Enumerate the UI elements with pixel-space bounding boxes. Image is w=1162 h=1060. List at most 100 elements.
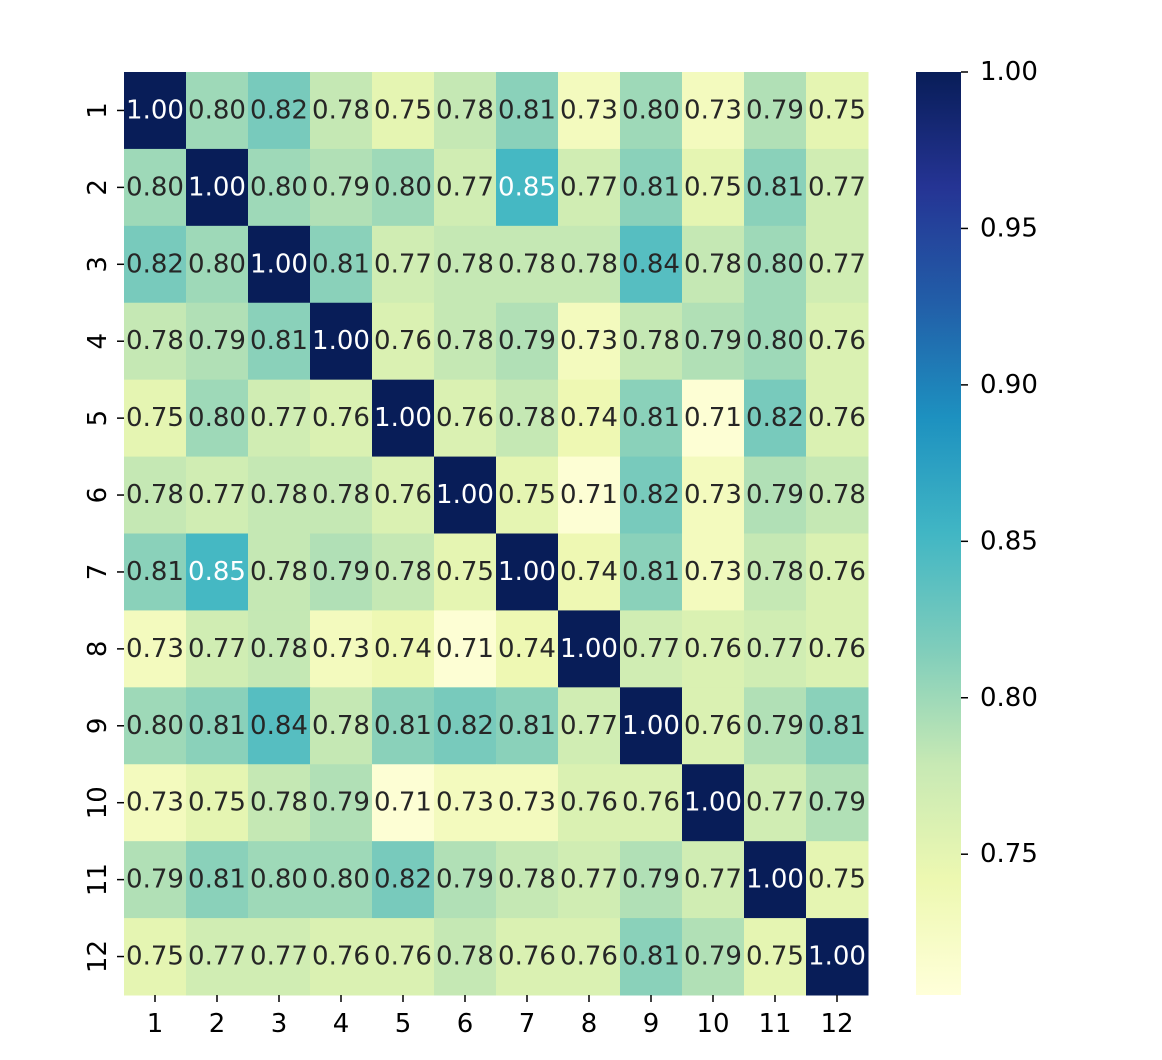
cell-value-label: 0.80	[126, 711, 184, 741]
cell-value-label: 0.75	[746, 942, 804, 972]
heatmap-cell	[558, 533, 621, 611]
heatmap-cell	[124, 72, 187, 150]
heatmap-cell	[372, 764, 435, 842]
cell-value-label: 0.80	[188, 95, 246, 125]
cell-value-label: 1.00	[498, 557, 556, 587]
heatmap-cell	[186, 918, 249, 996]
heatmap-cell	[310, 148, 373, 227]
heatmap-cell	[806, 379, 869, 458]
heatmap-cell	[496, 302, 559, 381]
heatmap-cell	[496, 764, 559, 842]
heatmap-cell	[620, 379, 683, 458]
colorbar-tick-label: 0.85	[980, 526, 1038, 556]
y-tick-label: 4	[83, 333, 113, 350]
colorbar-ticks: 0.75 0.80 0.85 0.90 0.95 1.00	[961, 57, 1038, 869]
heatmap-cell	[186, 148, 249, 227]
heatmap-cell	[124, 148, 187, 227]
cell-value-label: 0.71	[374, 788, 432, 818]
cell-value-label: 0.74	[374, 634, 432, 664]
cell-value-label: 0.82	[746, 403, 804, 433]
cell-value-label: 0.74	[560, 403, 618, 433]
heatmap-cell	[434, 72, 497, 150]
cell-value-label: 0.78	[250, 634, 308, 664]
x-tick-label: 10	[696, 1009, 729, 1039]
cell-value-label: 0.78	[498, 865, 556, 895]
heatmap-cell	[558, 456, 621, 534]
cell-value-label: 0.81	[808, 711, 866, 741]
heatmap-cell	[620, 764, 683, 842]
heatmap-cell	[310, 764, 373, 842]
heatmap-cell	[248, 610, 311, 688]
cell-value-label: 0.78	[436, 942, 494, 972]
cell-value-label: 0.78	[808, 480, 866, 510]
colorbar-tick-label: 0.90	[980, 370, 1038, 400]
heatmap-cell	[496, 533, 559, 611]
heatmap-cell	[434, 918, 497, 996]
heatmap-cell	[682, 533, 745, 611]
cell-value-label: 0.75	[684, 172, 742, 202]
cell-value-label: 0.81	[622, 172, 680, 202]
cell-value-label: 0.77	[188, 480, 246, 510]
cell-value-label: 0.76	[808, 403, 866, 433]
cell-value-label: 0.78	[746, 557, 804, 587]
heatmap-cell	[496, 148, 559, 227]
colorbar-gradient	[916, 72, 961, 995]
cell-value-label: 0.80	[126, 172, 184, 202]
y-tick-label: 2	[83, 179, 113, 196]
heatmap-cell	[558, 687, 621, 765]
heatmap-cell	[620, 456, 683, 534]
heatmap-cell	[620, 302, 683, 381]
heatmap-cell	[620, 533, 683, 611]
cell-value-label: 0.77	[560, 711, 618, 741]
heatmap-cell	[620, 918, 683, 996]
heatmap-cell	[744, 918, 807, 996]
cell-value-label: 0.73	[312, 634, 370, 664]
cell-value-label: 0.77	[374, 249, 432, 279]
heatmap-cell	[186, 225, 249, 304]
cell-value-label: 0.79	[312, 557, 370, 587]
y-tick-label: 1	[83, 102, 113, 119]
heatmap-cell	[310, 533, 373, 611]
heatmap-cell	[124, 687, 187, 765]
cell-value-label: 0.73	[684, 557, 742, 587]
cell-value-label: 0.77	[188, 942, 246, 972]
heatmap-cell	[248, 687, 311, 765]
heatmap-cell	[744, 610, 807, 688]
heatmap-cell	[186, 841, 249, 919]
heatmap-cell	[558, 918, 621, 996]
colorbar-tick-label: 1.00	[980, 57, 1038, 87]
heatmap-cell	[806, 918, 869, 996]
heatmap-cell	[372, 687, 435, 765]
x-tick-label: 3	[271, 1009, 288, 1039]
cell-value-label: 0.80	[250, 865, 308, 895]
heatmap-cell	[558, 225, 621, 304]
cell-value-label: 1.00	[250, 249, 308, 279]
y-tick-label: 5	[83, 410, 113, 427]
cell-value-label: 0.81	[498, 95, 556, 125]
cell-value-label: 0.78	[126, 326, 184, 356]
colorbar-tick-label: 0.95	[980, 213, 1038, 243]
cell-value-label: 0.79	[746, 480, 804, 510]
heatmap-cell	[372, 456, 435, 534]
heatmap-cell	[806, 148, 869, 227]
cell-value-label: 0.77	[808, 249, 866, 279]
x-tick-label: 12	[820, 1009, 853, 1039]
heatmap-cell	[806, 225, 869, 304]
heatmap-cell	[248, 841, 311, 919]
heatmap-cell	[682, 225, 745, 304]
heatmap-cell	[744, 302, 807, 381]
heatmap-cell	[310, 918, 373, 996]
y-tick-label: 10	[83, 786, 113, 819]
cell-value-label: 0.84	[622, 249, 680, 279]
heatmap-cell	[620, 687, 683, 765]
y-tick-label: 12	[83, 940, 113, 973]
heatmap-cell	[310, 302, 373, 381]
cell-value-label: 0.73	[436, 788, 494, 818]
heatmap-cell	[682, 764, 745, 842]
heatmap-cell	[558, 379, 621, 458]
heatmap-cell	[682, 610, 745, 688]
heatmap-cell	[806, 610, 869, 688]
cell-value-label: 0.76	[560, 788, 618, 818]
cell-value-label: 0.79	[622, 865, 680, 895]
